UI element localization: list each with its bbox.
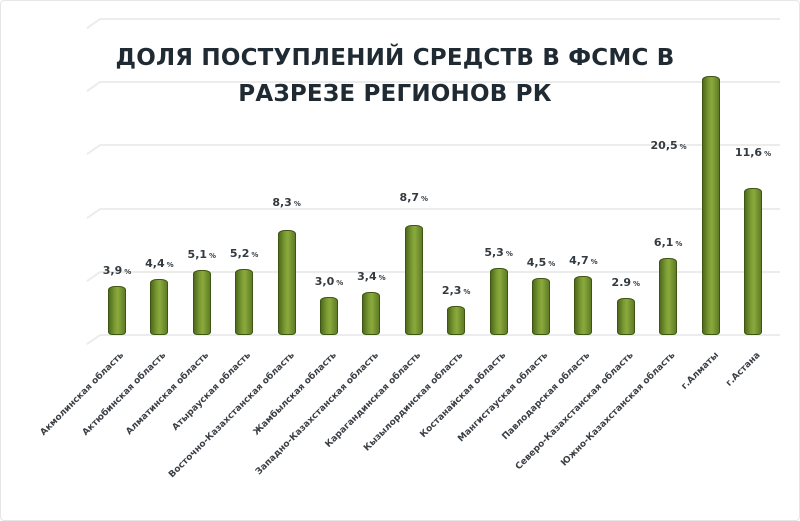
bar: [277, 230, 296, 335]
value-label: 3,0%: [314, 275, 344, 289]
value-label: 5,1%: [187, 248, 217, 262]
bar: [701, 75, 720, 335]
chart-title-line-2: РАЗРЕЗЕ РЕГИОНОВ РК: [238, 81, 552, 107]
gridline: [100, 207, 780, 210]
chart-title-line-1: ДОЛЯ ПОСТУПЛЕНИЙ СРЕДСТВ В ФСМС В: [115, 45, 675, 71]
value-label: 6,1%: [653, 235, 683, 249]
value-label: 8,7%: [399, 190, 429, 204]
gridline: [100, 334, 780, 336]
value-label: 2,3%: [441, 283, 471, 297]
bar: [320, 297, 338, 335]
bar: [489, 267, 508, 335]
value-label: 4,7%: [569, 253, 598, 267]
chart-title: ДОЛЯ ПОСТУПЛЕНИЙ СРЕДСТВ В ФСМС В РАЗРЕЗ…: [95, 40, 695, 112]
gridline: [100, 144, 780, 147]
gridline: [100, 270, 780, 273]
bar: [235, 269, 254, 335]
value-label: 8,3%: [272, 196, 301, 209]
value-label: 4,5%: [526, 256, 556, 270]
gridline: [100, 17, 780, 20]
bar: [447, 305, 466, 335]
bar: [362, 291, 381, 335]
value-label: 3,9%: [102, 263, 132, 277]
bar: [659, 257, 678, 335]
value-label: 2.9%: [611, 276, 641, 290]
value-label: 20,5%: [650, 139, 687, 152]
bar: [744, 188, 762, 335]
bar: [404, 224, 423, 335]
value-label: 11,6%: [734, 146, 772, 160]
bar: [192, 270, 211, 335]
value-label: 5,3%: [484, 245, 513, 259]
bar: [150, 279, 169, 335]
bar: [532, 278, 550, 335]
value-label: 3,4%: [357, 269, 386, 283]
bar: [616, 298, 635, 335]
value-label: 4,4%: [145, 257, 174, 271]
bar: [574, 275, 593, 335]
value-label: 5,2%: [229, 247, 259, 261]
bar: [108, 285, 126, 335]
gridline: [100, 81, 780, 83]
